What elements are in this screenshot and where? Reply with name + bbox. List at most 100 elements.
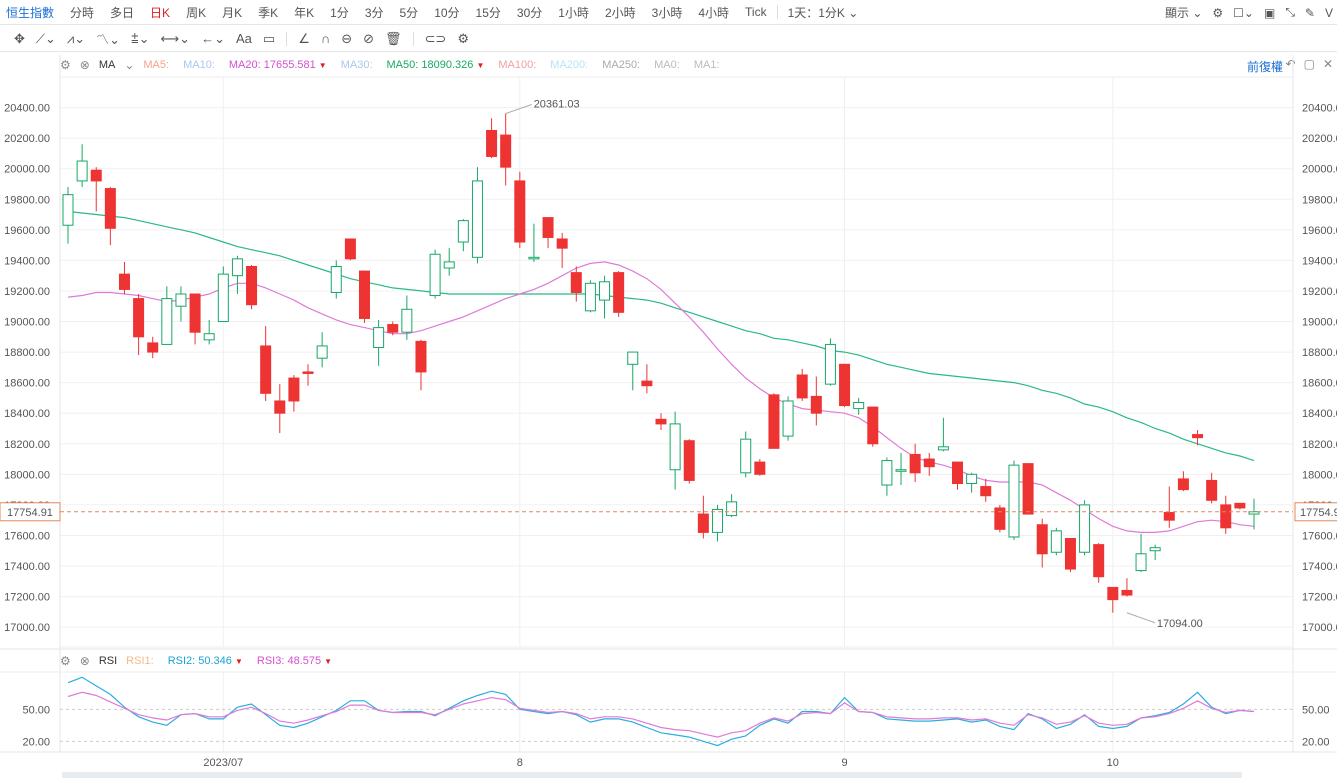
wave-tool-icon[interactable]: 〽⌄ (96, 32, 121, 47)
gear-icon[interactable]: ⚙ (60, 654, 71, 668)
gear-icon[interactable]: ⚙ (1212, 5, 1224, 20)
y-tick-label-left: 17000.00 (4, 622, 50, 634)
undo-icon[interactable]: ↶ (1285, 57, 1296, 71)
candle-down (260, 326, 272, 401)
candle-down (1234, 502, 1246, 510)
y-tick-label-right: 18000.00 (1302, 469, 1337, 481)
interval-tab[interactable]: Tick (745, 5, 767, 19)
y-tick-label-left: 20400.00 (4, 103, 50, 115)
caret-down-icon: ▼ (318, 61, 327, 70)
camera-icon[interactable]: ▣ (1263, 5, 1276, 20)
settings-icon[interactable]: ⚙ (457, 30, 469, 46)
interval-tab[interactable]: 分時 (70, 5, 95, 20)
rsi-legend-item[interactable]: RSI1: (126, 655, 154, 667)
channel-tool-icon[interactable]: ⩘⌄ (66, 30, 86, 46)
ma-legend-item[interactable]: MA200: (550, 59, 588, 71)
rsi-legend-item[interactable]: RSI3: 48.575 ▼ (257, 655, 332, 667)
interval-tab[interactable]: 季K (258, 5, 279, 20)
note-tool-icon[interactable]: ▭ (262, 30, 276, 46)
candle-down (1220, 495, 1232, 534)
y-tick-label-right: 19600.00 (1302, 225, 1337, 237)
candle-body (1008, 464, 1020, 538)
ma-legend-name: MA30: (340, 59, 373, 71)
close-icon[interactable]: ✕ (1322, 57, 1333, 71)
ma-legend-item[interactable]: MA30: (341, 59, 373, 71)
interval-tab[interactable]: 15分 (475, 5, 501, 20)
candle-body (1121, 589, 1133, 596)
interval-tab[interactable]: 10分 (434, 5, 460, 20)
interval-tab[interactable]: 4小時 (698, 5, 730, 20)
interval-tab[interactable]: 多日 (110, 5, 135, 20)
ma-legend-item[interactable]: MA10: (183, 59, 215, 71)
rsi2-line (67, 676, 1255, 747)
divider (286, 31, 288, 46)
interval-tab[interactable]: 5分 (399, 5, 419, 20)
lock-icon[interactable]: ⊖ (341, 30, 353, 46)
interval-tab[interactable]: 30分 (516, 5, 543, 20)
interval-dropdown[interactable]: 1天：1分K ⌄ (787, 5, 859, 20)
interval-tab[interactable]: 2小時 (604, 5, 636, 20)
interval-tab[interactable]: 年K (294, 5, 315, 20)
compress-icon[interactable]: ⤡ (1285, 5, 1295, 19)
ma-legend-item[interactable]: MA0: (654, 59, 680, 71)
interval-tab[interactable]: 1小時 (558, 5, 589, 20)
gear-icon[interactable]: ⚙ (60, 58, 71, 72)
layout-icon[interactable]: ☐⌄ (1233, 5, 1254, 20)
candle-down (189, 293, 201, 345)
link-icon[interactable]: ⊂⊃ (424, 30, 447, 46)
candle-up (1135, 533, 1147, 573)
rsi-legend-item[interactable]: RSI2: 50.346 ▼ (168, 655, 243, 667)
interval-tab[interactable]: 月K (222, 5, 243, 20)
ma-legend-item[interactable]: MA100: (498, 59, 536, 71)
fib-tool-icon[interactable]: ⩲⌄ (131, 30, 150, 46)
rsi-label: RSI (98, 655, 118, 667)
trash-icon[interactable]: 🗑 (385, 30, 402, 46)
interval-tab-active[interactable]: 日K (150, 5, 171, 20)
candle-down (754, 459, 766, 476)
candle-down (867, 406, 879, 447)
ruler-icon[interactable]: ∠ (298, 30, 310, 46)
symbol-name[interactable]: 恒生指數 (6, 5, 55, 20)
candle-up (1248, 498, 1260, 530)
candle-body (711, 508, 723, 533)
ma20-line (67, 261, 1255, 533)
y-tick-label-left: 17600.00 (4, 530, 50, 542)
candle-body (1220, 504, 1232, 529)
text-tool-icon[interactable]: Aa (235, 31, 252, 46)
arrow-tool-icon[interactable]: ←⌄ (201, 30, 225, 46)
ma-legend-name: MA50: (386, 59, 419, 71)
ma-legend-item[interactable]: MA5: (143, 59, 169, 71)
y-tick-label-left: 19200.00 (4, 286, 50, 298)
ma-legend-item[interactable]: MA250: (602, 59, 640, 71)
ma-legend-item[interactable]: MA50: 18090.326 ▼ (387, 59, 485, 71)
x-tick-label: 2023/07 (203, 757, 243, 769)
measure-tool-icon[interactable]: ⟷⌄ (160, 30, 191, 46)
y-tick-label-right: 19200.00 (1302, 286, 1337, 298)
interval-tab[interactable]: 3小時 (651, 5, 683, 20)
candle-down (1177, 471, 1189, 492)
interval-tab[interactable]: 3分 (364, 5, 384, 20)
interval-tab[interactable]: 周K (186, 5, 207, 20)
magnet-icon[interactable]: ∩ (320, 31, 331, 46)
pencil-icon[interactable]: ✎ (1304, 5, 1315, 20)
candle-body (683, 440, 695, 481)
ma-legend-item[interactable]: MA20: 17655.581 ▼ (229, 59, 327, 71)
close-icon[interactable]: ⊗ (79, 654, 90, 668)
line-tool-icon[interactable]: ⟋⌄ (35, 30, 56, 46)
candle-body (853, 401, 865, 410)
ma-legend-item[interactable]: MA1: (694, 59, 720, 71)
interval-tab[interactable]: 1分 (330, 5, 349, 20)
chevron-down-icon[interactable]: ⌄ (124, 58, 135, 72)
hide-icon[interactable]: ⊘ (363, 30, 374, 46)
window-icon[interactable]: ▢ (1303, 57, 1315, 71)
crosshair-icon[interactable]: ✥ (14, 30, 25, 46)
annotations: 17754.91 17754.91 20361.03 17094.00 (0, 99, 1337, 630)
more-icon[interactable]: V (1324, 5, 1333, 20)
candle-body (471, 180, 483, 258)
adjust-mode-button[interactable]: 前復權 (1246, 60, 1283, 74)
chart-grid (59, 76, 1294, 752)
candle-down (118, 261, 130, 294)
display-dropdown[interactable]: 顯示 ⌄ (1164, 6, 1203, 20)
close-icon[interactable]: ⊗ (79, 58, 90, 72)
